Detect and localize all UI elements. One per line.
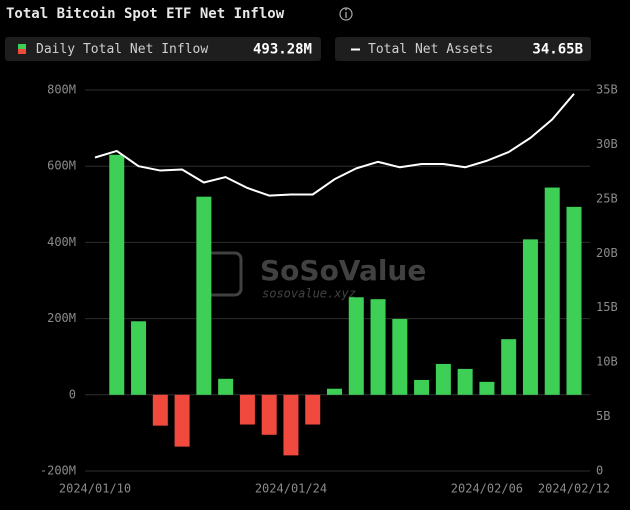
watermark-text: sosovalue.xyz [262, 287, 356, 301]
bar [327, 388, 342, 395]
bar [522, 239, 538, 395]
bar [196, 196, 212, 395]
legend-label: Daily Total Net Inflow [36, 42, 208, 57]
bar [152, 394, 168, 426]
legend-value: 493.28M [253, 42, 312, 58]
bar [305, 394, 321, 425]
legend-box [5, 37, 321, 61]
bar [544, 187, 560, 395]
bar [283, 394, 299, 456]
y2-tick-label: 20B [596, 246, 618, 260]
y2-tick-label: 30B [596, 137, 618, 151]
x-tick-label: 2024/01/24 [255, 482, 327, 496]
y2-tick-label: 15B [596, 300, 618, 314]
bar [414, 379, 430, 395]
y-tick-label: 0 [69, 387, 76, 401]
legend-swatch [18, 49, 26, 54]
bar [131, 321, 147, 395]
watermark-text: SoSoValue [260, 254, 426, 287]
watermark: SoSoValue sosovalue.xyz [201, 251, 426, 301]
x-tick-label: 2024/02/06 [451, 482, 523, 496]
bar [239, 394, 255, 425]
bar [435, 363, 451, 395]
bar [392, 318, 408, 395]
bar [566, 206, 582, 395]
y-tick-label: 600M [47, 159, 76, 173]
legend-label: Total Net Assets [368, 42, 493, 57]
bar [218, 378, 234, 395]
bar [370, 299, 386, 395]
y2-tick-label: 10B [596, 355, 618, 369]
bar [174, 394, 190, 447]
legend-swatch [18, 44, 26, 49]
bar [261, 394, 277, 435]
x-tick-label: 2024/02/12 [538, 482, 610, 496]
legend-box [335, 37, 591, 61]
bar [109, 154, 125, 395]
y2-tick-label: 5B [596, 409, 610, 423]
x-tick-label: 2024/01/10 [59, 482, 131, 496]
y2-tick-label: 0 [596, 464, 603, 478]
bar [457, 368, 473, 395]
y2-tick-label: 35B [596, 83, 618, 97]
y-tick-label: -200M [40, 464, 76, 478]
bar [501, 339, 517, 395]
info-icon[interactable] [339, 7, 353, 21]
y-tick-label: 400M [47, 235, 76, 249]
chart-title: Total Bitcoin Spot ETF Net Inflow [6, 6, 285, 22]
line [94, 93, 575, 197]
bar [479, 381, 495, 395]
y2-tick-label: 25B [596, 191, 618, 205]
y-tick-label: 200M [47, 311, 76, 325]
y-tick-label: 800M [47, 83, 76, 97]
bar [348, 297, 364, 395]
legend-value: 34.65B [532, 42, 583, 58]
